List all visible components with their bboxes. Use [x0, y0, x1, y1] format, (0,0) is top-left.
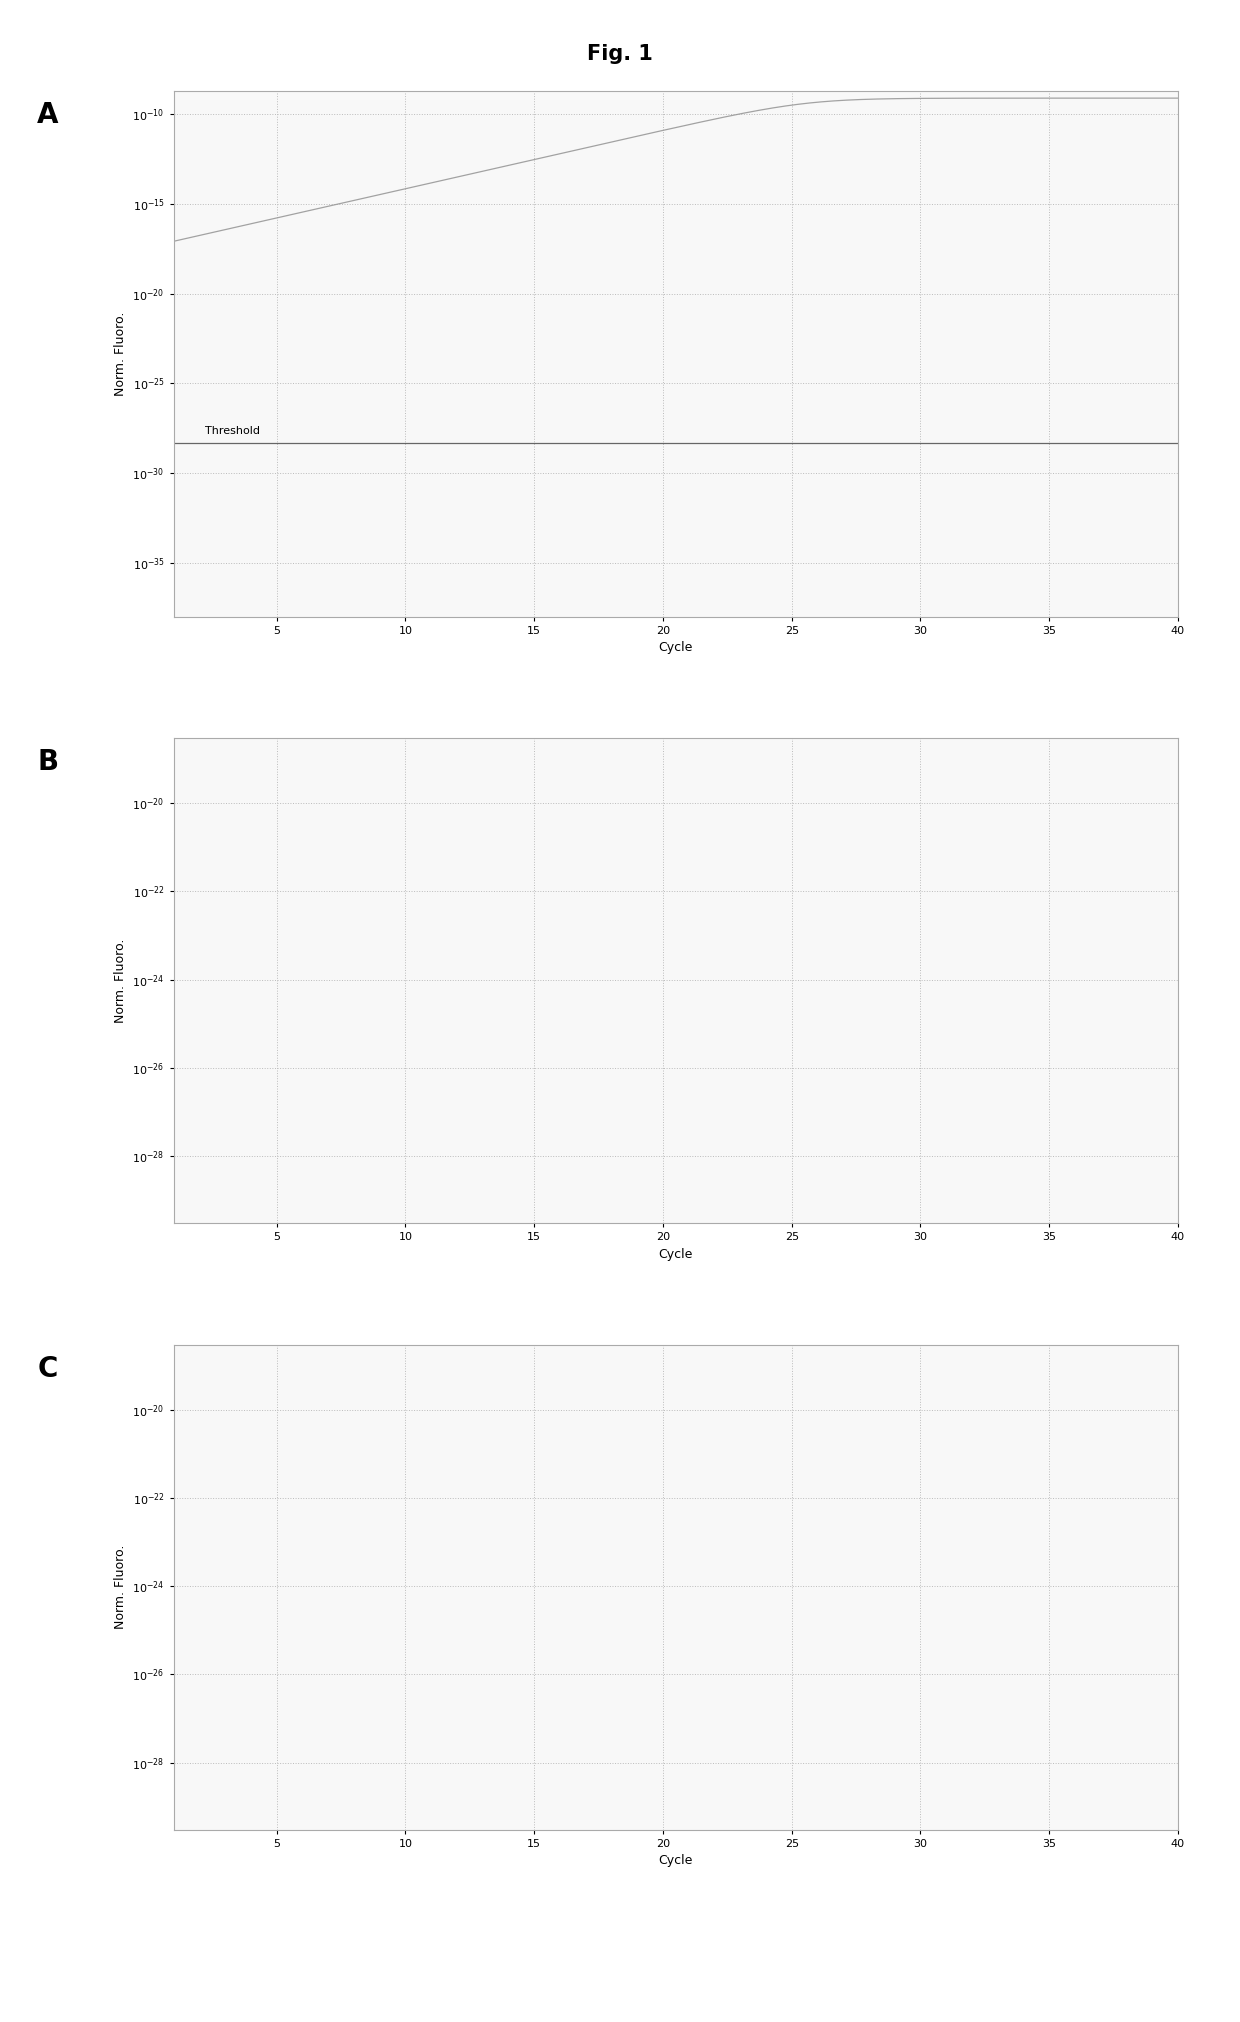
Text: B: B	[37, 748, 58, 776]
X-axis label: Cycle: Cycle	[658, 1854, 693, 1868]
X-axis label: Cycle: Cycle	[658, 641, 693, 655]
Text: Fig. 1: Fig. 1	[587, 44, 653, 65]
Y-axis label: Norm. Fluoro.: Norm. Fluoro.	[114, 938, 126, 1023]
Text: A: A	[37, 101, 58, 129]
Text: Threshold: Threshold	[205, 425, 259, 435]
X-axis label: Cycle: Cycle	[658, 1248, 693, 1262]
Y-axis label: Norm. Fluoro.: Norm. Fluoro.	[114, 311, 126, 396]
Text: C: C	[37, 1355, 57, 1383]
Y-axis label: Norm. Fluoro.: Norm. Fluoro.	[114, 1545, 126, 1630]
